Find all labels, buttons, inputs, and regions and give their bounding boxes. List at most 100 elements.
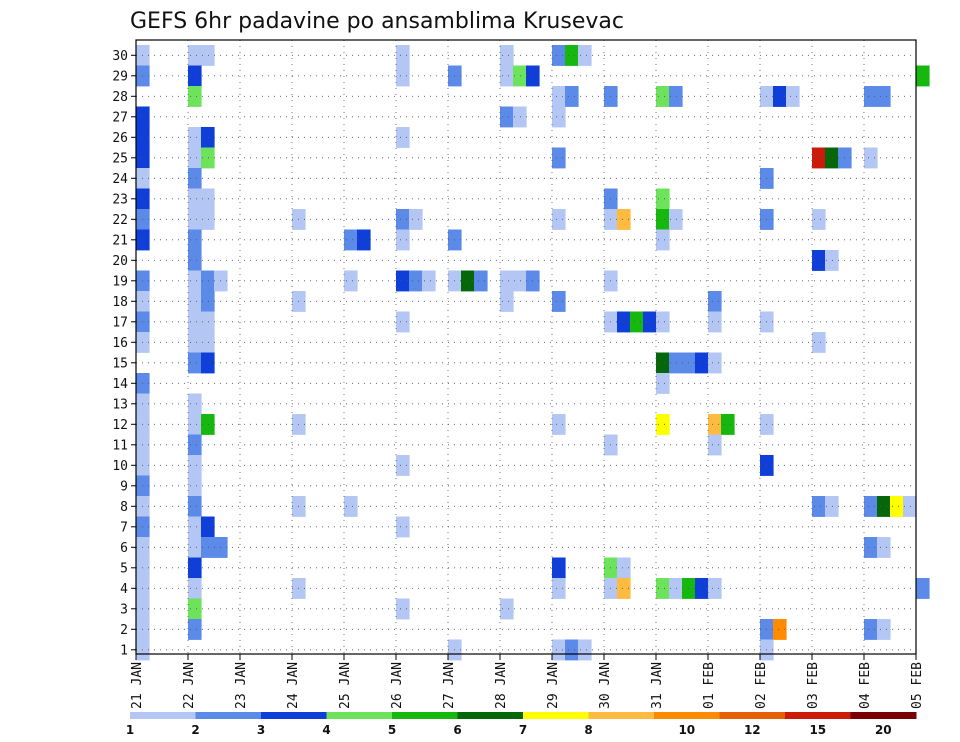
heat-cell [188, 434, 202, 456]
y-tick-label: 11 [112, 438, 128, 453]
heat-cell [396, 209, 410, 230]
heat-cell [500, 106, 514, 128]
heat-cell [396, 229, 410, 251]
heat-cell [188, 270, 202, 292]
heat-cell [812, 332, 826, 353]
y-tick-label: 28 [112, 90, 128, 105]
heat-cell [500, 45, 514, 66]
heat-cell [552, 557, 566, 579]
heat-cell [396, 516, 410, 538]
heat-cell [656, 209, 670, 230]
heat-cell [825, 147, 839, 169]
heat-cell [500, 291, 514, 312]
heat-cell [812, 250, 826, 271]
heat-cell [864, 86, 878, 107]
y-tick-label: 4 [120, 582, 128, 597]
heat-cell [656, 578, 670, 599]
heat-cell [396, 127, 410, 148]
grid-layer [136, 40, 916, 654]
heat-cell [409, 270, 423, 292]
heat-cell [188, 127, 202, 148]
heat-cell [500, 598, 514, 620]
x-tick-label: 28 JAN [494, 662, 509, 709]
y-tick-label: 21 [112, 233, 128, 248]
heat-cell [656, 414, 670, 435]
heat-cell [500, 270, 514, 292]
heat-cell [825, 250, 839, 271]
heat-cell [708, 311, 722, 333]
heat-cell [201, 291, 215, 312]
heat-cell [357, 229, 371, 251]
heat-cell [188, 332, 202, 353]
heat-cell [461, 270, 475, 292]
y-tick-label: 24 [112, 172, 128, 187]
y-tick-label: 5 [120, 561, 128, 576]
colorbar-label: 1 [126, 723, 134, 737]
x-tick-label: 22 JAN [182, 662, 197, 709]
heat-cell [695, 578, 709, 599]
heat-cell [864, 537, 878, 558]
heat-cell [630, 311, 644, 333]
y-tick-label: 1 [120, 643, 128, 658]
heat-cell [617, 311, 631, 333]
heat-cell [708, 414, 722, 435]
heat-cell [552, 106, 566, 128]
heat-cell [877, 86, 891, 107]
colorbar-label: 4 [322, 723, 330, 737]
heat-cell [188, 250, 202, 271]
heat-cell [396, 45, 410, 66]
heat-cell [396, 455, 410, 476]
heat-cell [565, 639, 579, 661]
heat-cell [188, 578, 202, 599]
heat-cell [188, 352, 202, 374]
heat-cell [877, 537, 891, 558]
heat-cell [656, 86, 670, 107]
x-tick-label: 02 FEB [754, 662, 769, 709]
heat-cell [344, 270, 358, 292]
heat-cell [669, 86, 683, 107]
y-tick-label: 13 [112, 397, 128, 412]
heat-cell [643, 311, 657, 333]
y-tick-label: 12 [112, 418, 128, 433]
heat-cell [773, 86, 787, 107]
heat-cell [188, 475, 202, 497]
heat-cell [344, 496, 358, 517]
heat-cell [396, 598, 410, 620]
colorbar-swatch [195, 712, 262, 719]
heat-cell [708, 291, 722, 312]
y-tick-label: 6 [120, 541, 128, 556]
heat-cell [617, 209, 631, 230]
colorbar-label: 7 [519, 723, 527, 737]
heat-cell [721, 414, 735, 435]
heat-cell [188, 168, 202, 189]
heat-cell [201, 188, 215, 210]
heat-cell [188, 209, 202, 230]
heat-cell [188, 147, 202, 169]
x-tick-label: 01 FEB [702, 662, 717, 709]
heat-cell [396, 65, 410, 87]
heat-cell [188, 393, 202, 415]
x-tick-label: 05 FEB [910, 662, 925, 709]
x-tick-label: 26 JAN [390, 662, 405, 709]
colorbar-swatch [392, 712, 458, 719]
heat-cell [695, 352, 709, 374]
heat-cell [474, 270, 488, 292]
colorbar-label: 5 [388, 723, 396, 737]
heat-cell [708, 352, 722, 374]
heat-cell [500, 65, 514, 87]
colorbar: 1 2 3 4 5 6 7 8 10 12 15 20 [126, 712, 917, 737]
heat-cell [708, 578, 722, 599]
y-tick-label: 19 [112, 274, 128, 289]
heat-cell [552, 209, 566, 230]
colorbar-label: 10 [678, 723, 695, 737]
heat-cell [513, 270, 527, 292]
heat-cell [669, 209, 683, 230]
heat-cell [188, 86, 202, 107]
heat-cell [188, 455, 202, 476]
x-tick-label: 30 JAN [598, 662, 613, 709]
y-tick-label: 3 [120, 602, 128, 617]
heat-cell [890, 496, 904, 517]
heat-cell [708, 434, 722, 456]
heat-cell [188, 311, 202, 333]
